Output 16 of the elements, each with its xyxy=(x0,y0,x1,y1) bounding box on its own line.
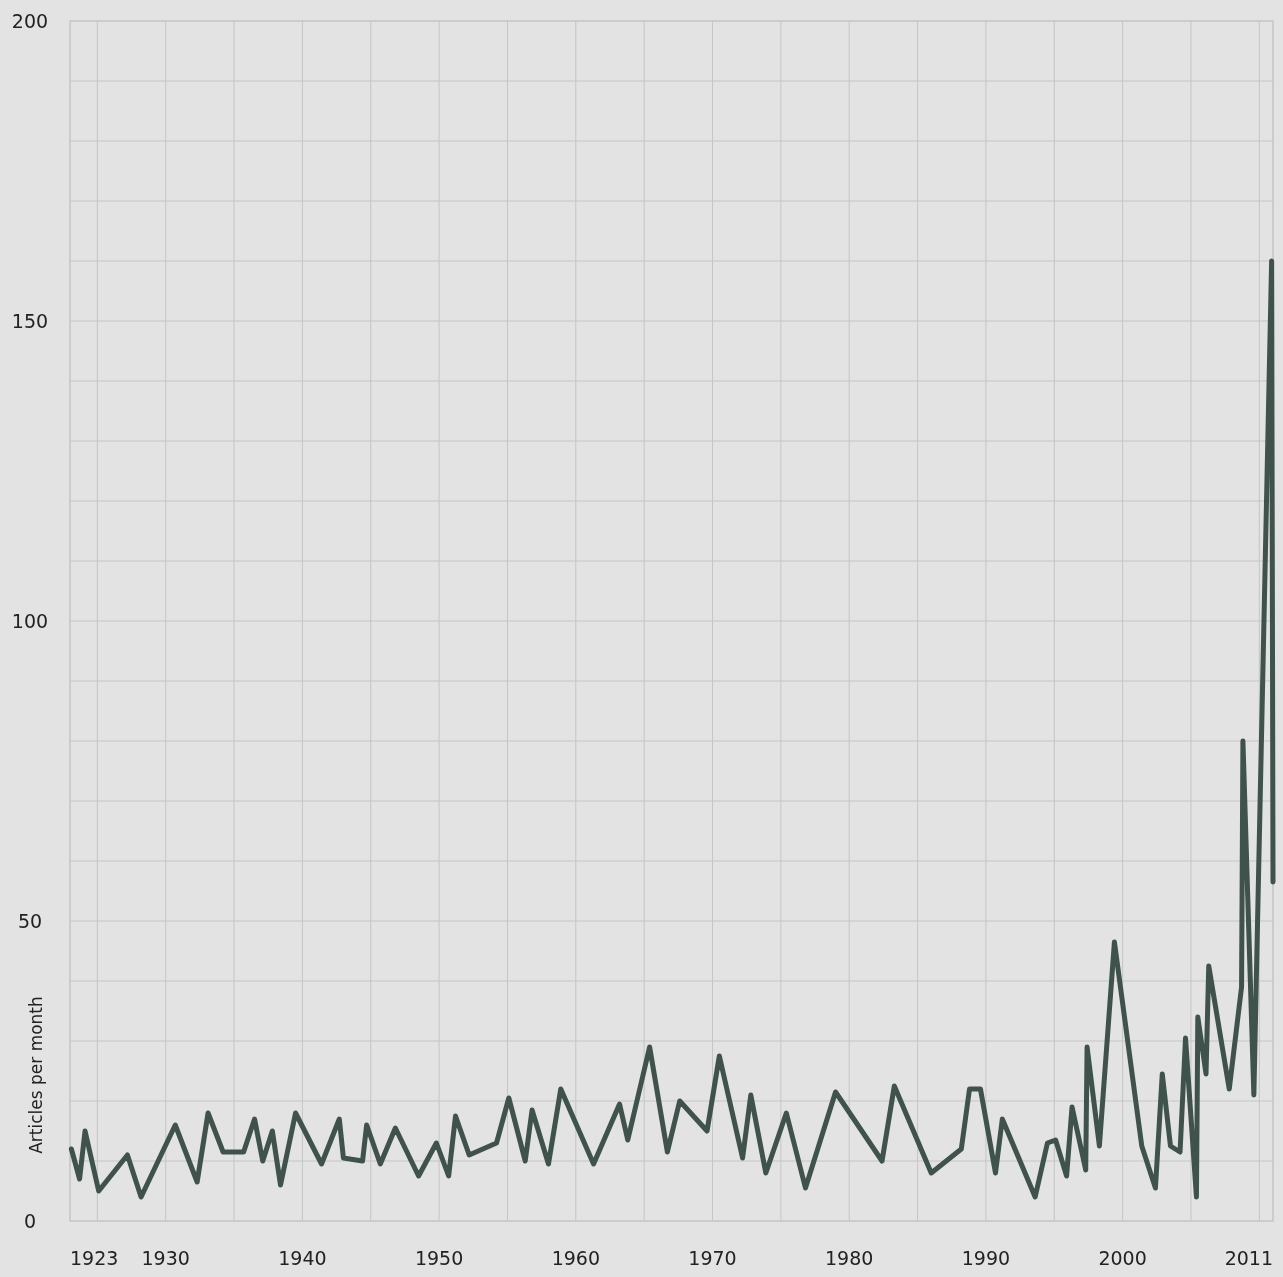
y-tick-label: 200 xyxy=(11,9,49,32)
x-tick-label: 1970 xyxy=(688,1247,737,1269)
y-axis-title: Articles per month xyxy=(26,996,46,1154)
x-tick-label: 1930 xyxy=(141,1247,190,1269)
y-tick-label: 50 xyxy=(17,909,43,932)
x-tick-label: 1950 xyxy=(414,1247,464,1269)
x-tick-label: 2000 xyxy=(1098,1247,1147,1269)
y-tick-label: 100 xyxy=(11,609,49,632)
x-tick-label: 1980 xyxy=(825,1247,874,1269)
x-tick-label: 1940 xyxy=(278,1247,327,1269)
x-tick-label: 2011 xyxy=(1224,1247,1273,1269)
y-tick-label: 0 xyxy=(23,1209,37,1232)
x-tick-label: 1923 xyxy=(70,1247,119,1269)
x-tick-label: 1990 xyxy=(961,1247,1011,1269)
y-tick-label: 150 xyxy=(11,309,49,332)
x-tick-label: 1960 xyxy=(551,1247,600,1269)
